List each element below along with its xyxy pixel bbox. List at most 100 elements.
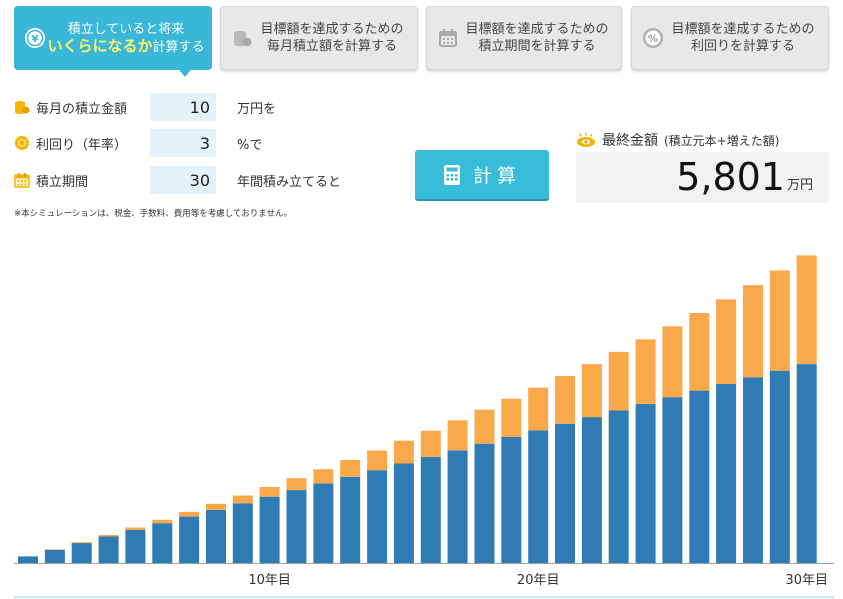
bar-gain-12 [313,469,334,484]
chart-bottom-divider [14,596,834,598]
bar-principal-23 [608,410,629,563]
rate-input[interactable]: 3 [150,129,216,157]
bar-gain-30 [796,255,817,365]
bar-gain-23 [608,351,629,411]
bar-gain-21 [555,376,575,424]
bar-principal-5 [125,529,146,563]
bar-principal-8 [206,510,226,563]
label-text: 積立期間 [36,174,89,190]
coins-icon [14,99,30,115]
label-text: 利回り（年率） [36,137,128,153]
bar-principal-1 [18,556,38,563]
bar-principal-9 [232,503,253,563]
bar-gain-29 [769,270,790,371]
coin-stack-icon [231,27,253,49]
bar-principal-4 [98,536,119,563]
tab-highlight: いくらになるか [47,36,153,55]
period-input[interactable]: 30 [150,166,216,194]
bar-principal-7 [179,516,200,563]
disclaimer-note: ※本シミュレーションは、税金、手数料、費用等を考慮しておりません。 [14,209,293,219]
bar-principal-13 [340,476,361,563]
tab-period[interactable]: 目標額を達成するための 積立期間を計算する [426,6,622,70]
bar-principal-11 [286,490,307,563]
bar-principal-3 [71,543,92,563]
tab-monthly-amount[interactable]: 目標額を達成するための 毎月積立額を計算する [220,6,418,70]
bar-gain-7 [179,511,200,517]
bar-gain-18 [474,409,495,444]
bar-gain-9 [232,495,253,504]
bar-gain-11 [286,478,307,490]
tab-future-value-label: 積立していると将来 いくらになるか計算する [46,21,212,56]
bar-principal-25 [662,397,683,563]
bar-gain-10 [259,487,280,497]
label-text: 毎月の積立金額 [36,101,128,117]
bar-principal-20 [528,430,549,563]
tab-future-value[interactable]: ¥ 積立していると将来 いくらになるか計算する [14,6,212,70]
result-value: 5,801 [676,155,785,199]
x-tick-label: 10年目 [248,573,291,588]
bar-principal-17 [447,450,468,563]
tab-line2: 計算する [152,39,205,55]
calculator-icon [443,164,461,186]
tab-period-label: 目標額を達成するための 積立期間を計算する [459,21,621,55]
bar-principal-24 [635,403,656,563]
bar-principal-2 [44,549,65,563]
period-row: 積立期間 30 年間積み立てると [14,166,341,194]
bar-principal-21 [555,423,575,563]
tab-line1: 目標額を達成するための [671,22,815,37]
svg-text:%: % [648,34,658,45]
tab-line2: 積立期間を計算する [478,39,596,54]
calendar-icon [14,172,30,188]
bar-gain-5 [125,527,146,530]
bar-gain-6 [152,519,173,524]
rate-row: 利回り（年率） 3 %で [14,129,262,157]
bar-principal-12 [313,483,334,563]
monthly-amount-input[interactable]: 10 [150,93,216,121]
bar-gain-4 [98,535,119,537]
tab-line1: 積立していると将来 [67,21,185,37]
bar-gain-13 [340,460,361,477]
bar-gain-20 [528,387,549,431]
bar-gain-8 [206,503,226,510]
monthly-amount-row: 毎月の積立金額 10 万円を [14,93,276,121]
monthly-amount-unit: 万円を [237,101,277,117]
percent-icon: % [642,27,664,49]
bar-principal-14 [367,470,388,563]
rate-unit: %で [237,137,263,153]
bar-gain-22 [581,364,602,418]
calculate-button[interactable]: 計算 [415,150,549,199]
bar-principal-26 [689,390,710,563]
tab-monthly-amount-label: 目標額を達成するための 毎月積立額を計算する [253,21,417,55]
tab-line1: 目標額を達成するための [465,22,609,37]
bar-principal-10 [259,496,280,563]
bar-principal-16 [420,456,441,563]
bar-gain-3 [71,542,92,544]
bar-gain-24 [635,339,656,404]
monthly-amount-label: 毎月の積立金額 [14,98,150,117]
yen-coin-icon: ¥ [24,27,46,49]
tab-line1: 目標額を達成するための [260,22,404,37]
bar-principal-15 [393,463,414,563]
bar-gain-28 [743,285,763,378]
bar-gain-16 [420,430,441,457]
active-tab-pointer [176,66,194,77]
bar-principal-27 [716,384,737,563]
result-title-text: 最終金額 [602,133,658,149]
result-box: 5,801 万円 [576,152,829,203]
bar-gain-19 [501,398,522,437]
coin-eye-icon [576,132,596,148]
x-tick-label: 20年目 [517,573,560,588]
result-title: 最終金額 (積立元本+増えた額) [576,130,779,150]
calendar-icon [437,27,459,49]
tab-yield-label: 目標額を達成するための 利回りを計算する [664,21,828,55]
bar-principal-6 [152,523,173,563]
bar-gain-27 [716,299,737,384]
x-tick-label: 30年目 [785,573,828,588]
bar-gain-15 [393,440,414,464]
tab-yield[interactable]: % 目標額を達成するための 利回りを計算する [631,6,829,70]
bar-principal-22 [581,417,602,563]
period-label: 積立期間 [14,171,150,190]
bar-principal-30 [796,364,817,563]
rate-label: 利回り（年率） [14,134,150,153]
period-unit: 年間積み立てると [237,174,342,190]
